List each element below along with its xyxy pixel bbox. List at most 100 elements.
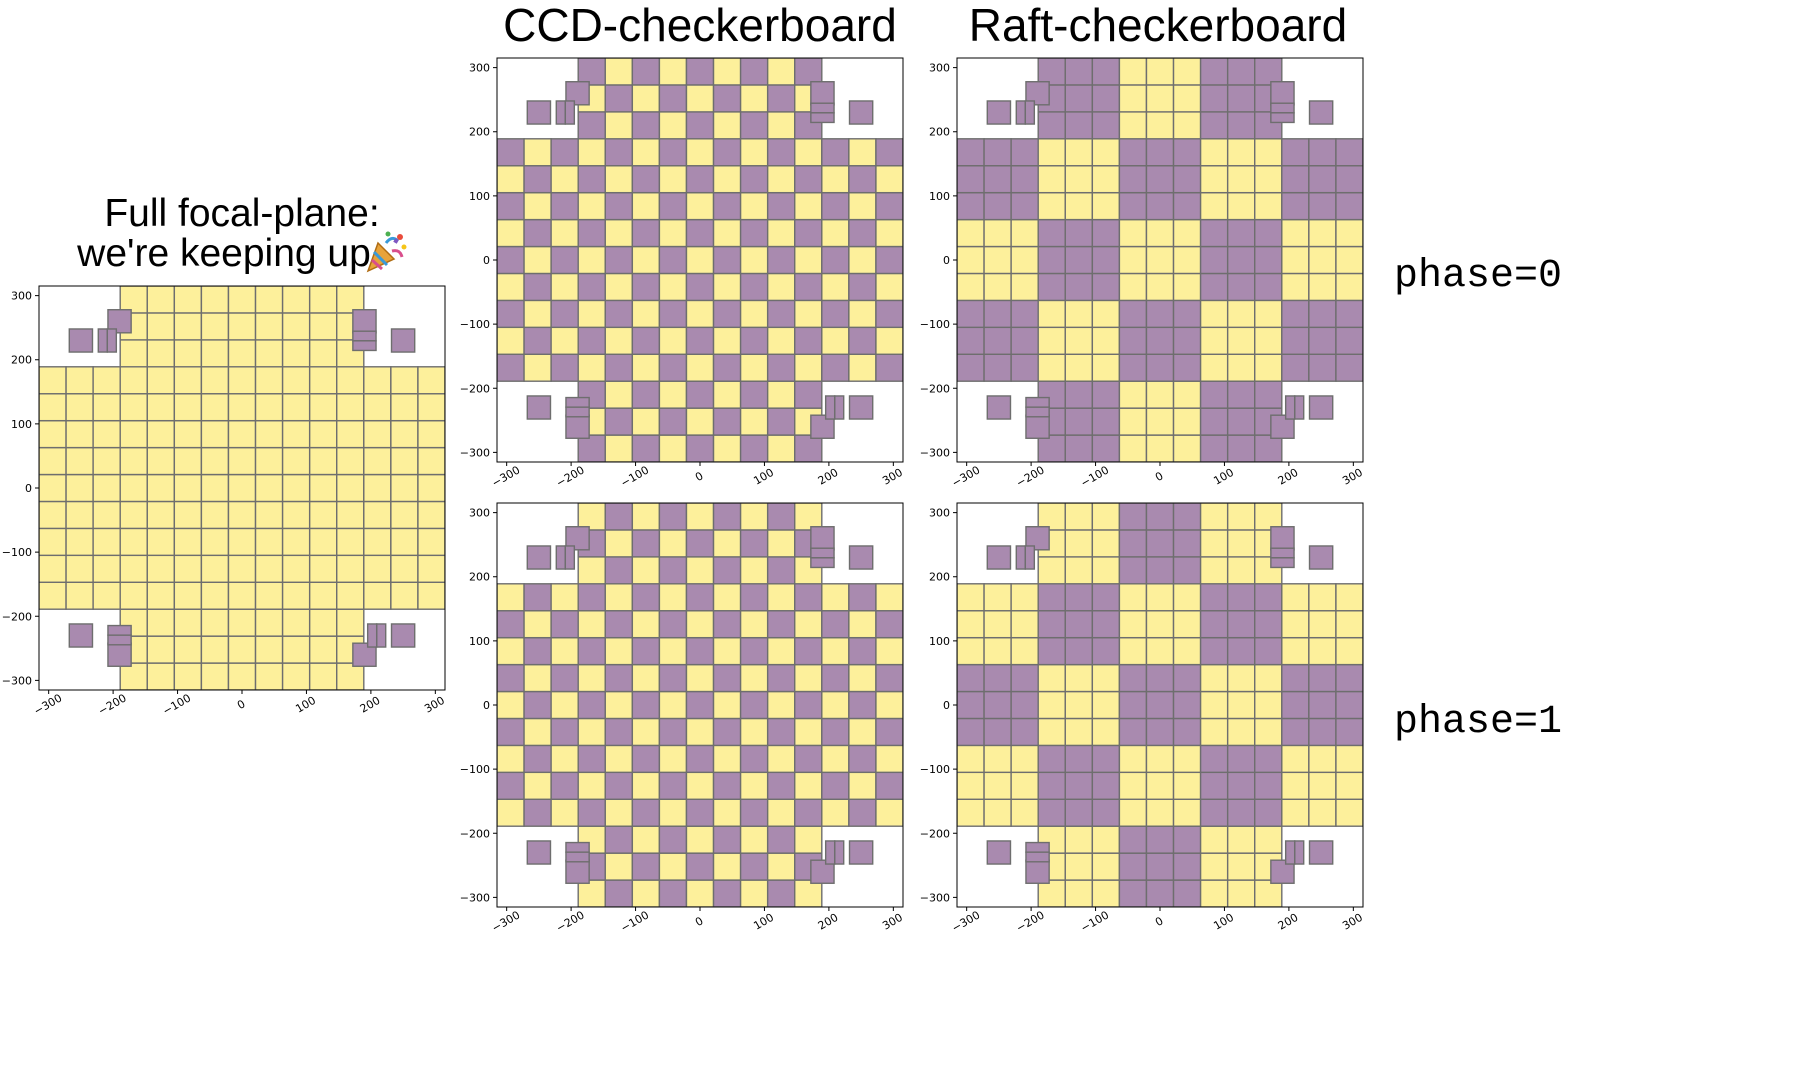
ccd-tile xyxy=(523,165,552,194)
ccd-tile xyxy=(146,446,176,476)
ccd-tile xyxy=(739,556,769,585)
ccd-tile xyxy=(631,610,661,639)
ccd-tile xyxy=(766,353,796,382)
ccd-tile xyxy=(1118,191,1148,221)
ccd-tile xyxy=(957,610,985,639)
ccd-tile xyxy=(685,191,715,221)
ccd-tile xyxy=(794,191,823,221)
ccd-tile xyxy=(1281,663,1310,693)
ccd-tile xyxy=(658,353,688,382)
ccd-tile xyxy=(766,84,796,113)
ccd-tile xyxy=(1226,245,1256,275)
y-tick-label: 100 xyxy=(469,635,490,648)
ccd-tile xyxy=(146,635,176,664)
ccd-tile xyxy=(957,138,985,167)
ccd-tile xyxy=(766,771,796,800)
ccd-tile xyxy=(1010,326,1039,355)
ccd-tile xyxy=(821,165,850,194)
ccd-tile xyxy=(550,245,579,275)
ccd-tile xyxy=(200,608,230,637)
ccd-tile xyxy=(1308,771,1337,800)
ccd-tile xyxy=(604,717,634,747)
ccd-tile xyxy=(821,326,850,355)
ccd-tile xyxy=(658,663,688,693)
ccd-tile xyxy=(794,434,823,462)
ccd-tile xyxy=(1037,717,1066,747)
ccd-tile xyxy=(1281,771,1310,800)
ccd-tile xyxy=(1010,744,1039,774)
ccd-tile xyxy=(550,610,579,639)
corner-sensor xyxy=(1270,414,1295,439)
ccd-tile xyxy=(119,581,148,610)
ccd-tile xyxy=(497,191,525,221)
ccd-tile xyxy=(1199,879,1229,907)
ccd-tile xyxy=(739,111,769,140)
ccd-tile xyxy=(523,663,552,693)
y-tick-label: 0 xyxy=(483,699,490,712)
ccd-tile xyxy=(1335,610,1363,639)
ccd-tile xyxy=(712,879,742,907)
ccd-tile xyxy=(254,527,284,557)
ccd-tile xyxy=(957,663,985,693)
ccd-tile xyxy=(200,419,230,449)
full-svg: −300−300 −200 −200 −100 −100 0 0 100 100 200 200 30… xyxy=(2,285,447,718)
ccd-tile xyxy=(1118,84,1148,113)
ccd-tile xyxy=(1118,299,1148,329)
ccd-tile xyxy=(604,636,634,666)
ccd-tile xyxy=(685,434,715,462)
ccd-tile xyxy=(604,272,634,302)
ccd-tile xyxy=(794,326,823,355)
ccd-tile xyxy=(957,326,985,355)
ccd-tile xyxy=(1118,380,1148,409)
ccd-tile xyxy=(1308,191,1337,221)
ccd-tile xyxy=(685,798,715,827)
ccd-tile xyxy=(550,690,579,720)
ccd-tile xyxy=(712,610,742,639)
ccd-tile xyxy=(577,138,606,167)
ccd-tile xyxy=(173,312,203,341)
ccd-tile xyxy=(577,111,606,140)
ccd-tile xyxy=(1199,272,1229,302)
ccd-tile xyxy=(1091,879,1121,907)
ccd-tile xyxy=(739,690,769,720)
ccd-tile xyxy=(1172,529,1202,558)
ccd-tile xyxy=(1118,690,1148,720)
ccd-tile xyxy=(1226,771,1256,800)
ccd-tile xyxy=(1172,717,1202,747)
ccd-tile xyxy=(577,798,606,827)
ccd-tile xyxy=(1118,529,1148,558)
y-tick-label: 0 xyxy=(943,254,950,267)
corner-sensor xyxy=(565,414,590,439)
ccd-tile xyxy=(1226,529,1256,558)
ccd-tile xyxy=(1281,218,1310,248)
ccd-tile xyxy=(1172,326,1202,355)
ccd-tile xyxy=(766,583,796,612)
corner-sensor xyxy=(526,100,552,125)
ccd-tile xyxy=(1172,111,1202,140)
ccd-tile xyxy=(1199,529,1229,558)
ccd-tile xyxy=(523,583,552,612)
y-tick-label: −100 xyxy=(2,546,32,559)
ccd-tile xyxy=(119,286,148,314)
corner-sensor xyxy=(375,623,387,648)
ccd-tile xyxy=(848,583,877,612)
ccd-tile xyxy=(254,366,284,395)
ccd-tile xyxy=(1308,326,1337,355)
ccd-tile xyxy=(577,636,606,666)
corner-sensor xyxy=(824,840,836,865)
ccd-tile xyxy=(658,744,688,774)
ccd-tile xyxy=(497,636,525,666)
ccd-tile xyxy=(631,663,661,693)
ccd-tile xyxy=(604,58,634,86)
ccd-tile xyxy=(1091,583,1121,612)
ccd-tile xyxy=(1281,138,1310,167)
ccd-tile xyxy=(523,326,552,355)
ccd-tile xyxy=(766,852,796,881)
ccd-tile xyxy=(1091,165,1121,194)
ccd-tile xyxy=(658,84,688,113)
ccd-tile xyxy=(658,299,688,329)
ccd-tile xyxy=(685,529,715,558)
ccd-tile xyxy=(1064,825,1094,854)
ccd-tile xyxy=(523,353,552,382)
ccd-tile xyxy=(712,138,742,167)
